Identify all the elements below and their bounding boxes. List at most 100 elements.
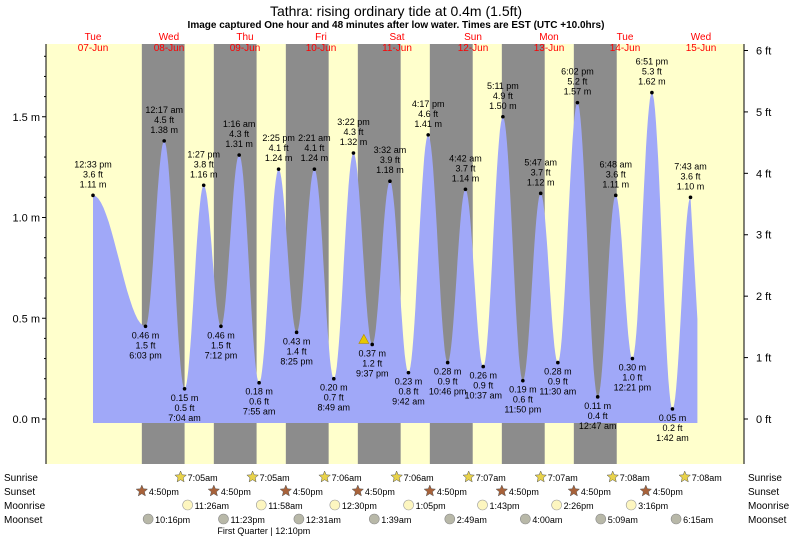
tide-extreme-point: [388, 179, 392, 184]
tide-m-label: 1.50 m: [489, 101, 517, 111]
tide-extreme-point: [312, 167, 317, 171]
tide-m-label: 1.38 m: [150, 125, 178, 135]
day-date-label: 11-Jun: [382, 43, 412, 54]
tide-extreme-point: [332, 376, 336, 381]
tide-m-label: 0.15 m: [171, 393, 199, 403]
moonset-time: 2:49am: [457, 515, 487, 525]
moonset-time: 4:00am: [532, 515, 562, 525]
day-date-label: 15-Jun: [686, 43, 717, 54]
right-tick-label: 0 ft: [756, 414, 771, 426]
sunset-time: 4:50pm: [365, 487, 395, 497]
right-tick-label: 3 ft: [756, 230, 771, 242]
sunset-time: 4:50pm: [581, 487, 611, 497]
row-label-left-sunset: Sunset: [4, 487, 35, 498]
sunrise-time: 7:05am: [260, 473, 290, 483]
tide-ft-label: 4.1 ft: [269, 143, 290, 153]
tide-ft-label: 4.1 ft: [304, 143, 325, 153]
tide-time-label: 8:25 pm: [280, 356, 313, 366]
tide-extreme-point: [481, 364, 486, 369]
tide-extreme-point: [630, 356, 635, 361]
moonrise-icon: [403, 499, 414, 511]
tide-extreme-point: [688, 195, 693, 200]
day-name-label: Tue: [85, 32, 102, 43]
tide-time-label: 11:50 pm: [504, 405, 541, 415]
day-name-label: Tue: [617, 32, 634, 43]
tide-time-label: 10:46 pm: [429, 387, 467, 397]
tide-m-label: 1.18 m: [376, 165, 404, 175]
tide-extreme-point: [595, 395, 600, 399]
sunrise-icon: [462, 470, 476, 483]
tide-m-label: 0.43 m: [283, 336, 311, 346]
tide-extreme-point: [406, 370, 411, 375]
tide-time-label: 6:03 pm: [129, 350, 162, 360]
right-tick-label: 6 ft: [756, 45, 771, 57]
tide-extreme-point: [143, 324, 148, 329]
moonset-time: 10:16pm: [155, 515, 190, 525]
tide-time-label: 1:16 am: [223, 119, 256, 129]
sunrise-icon: [174, 470, 187, 483]
tide-m-label: 0.46 m: [132, 330, 160, 340]
tide-time-label: 12:17 am: [145, 105, 183, 115]
moonrise-time: 1:43pm: [490, 501, 520, 511]
moonset-time: 12:31am: [306, 515, 341, 525]
chart-title: Tathra: rising ordinary tide at 0.4m (1.…: [270, 3, 522, 19]
tide-extreme-point: [257, 380, 261, 385]
right-tick-label: 5 ft: [756, 107, 771, 119]
tide-ft-label: 3.7 ft: [531, 167, 552, 177]
tide-annotations: 12:33 pm3.6 ft1.11 m0.46 m1.5 ft6:03 pm1…: [74, 57, 707, 443]
tide-area: [93, 92, 698, 423]
moonset-icon: [520, 513, 531, 525]
left-tick-label: 0.0 m: [12, 414, 40, 426]
day-date-label: 08-Jun: [154, 43, 185, 54]
sunrise-icon: [390, 470, 404, 483]
tide-ft-label: 1.2 ft: [362, 358, 383, 368]
sunset-icon: [423, 484, 437, 497]
sun-moon-rows: Sunrise Sunrise Sunset Sunset Moonrise Moonri…: [4, 470, 790, 536]
chart-subtitle: Image captured One hour and 48 minutes a…: [188, 20, 605, 31]
row-label-left-moonset: Moonset: [4, 515, 43, 526]
tide-time-label: 6:51 pm: [636, 57, 669, 67]
tide-extreme-point: [162, 139, 166, 143]
sunrise-time: 7:06am: [332, 473, 362, 483]
sunset-icon: [495, 484, 509, 497]
sunset-icon: [207, 484, 221, 497]
tide-m-label: 1.24 m: [265, 153, 293, 163]
tide-extreme-point: [670, 407, 675, 411]
tide-time-label: 7:04 am: [168, 413, 201, 423]
row-label-right-sunset: Sunset: [748, 487, 779, 498]
tide-time-label: 11:30 am: [539, 387, 576, 397]
tide-ft-label: 0.5 ft: [175, 403, 196, 413]
day-name-label: Fri: [315, 32, 327, 43]
tide-time-label: 7:55 am: [243, 407, 276, 417]
tide-extreme-point: [575, 100, 580, 105]
tide-extreme-point: [538, 191, 543, 196]
tide-m-label: 0.28 m: [434, 367, 462, 377]
tide-extreme-point: [426, 133, 430, 137]
first-quarter-label: First Quarter | 12:10pm: [217, 526, 310, 536]
tide-extreme-point: [201, 183, 206, 188]
tide-ft-label: 1.4 ft: [287, 346, 308, 356]
sunset-icon: [639, 484, 653, 497]
tide-m-label: 0.11 m: [584, 401, 611, 411]
tide-m-label: 1.12 m: [527, 177, 555, 187]
sunrise-time: 7:08am: [692, 473, 722, 483]
sunrise-time: 7:07am: [548, 473, 578, 483]
tide-ft-label: 5.3 ft: [642, 67, 663, 77]
tide-extreme-point: [501, 114, 505, 119]
day-date-label: 12-Jun: [458, 43, 489, 54]
sunset-time: 4:50pm: [221, 487, 251, 497]
tide-time-label: 2:25 pm: [262, 133, 295, 143]
moonrise-icon: [625, 499, 637, 511]
tide-ft-label: 3.6 ft: [681, 171, 702, 181]
tide-ft-label: 0.4 ft: [588, 411, 609, 421]
tide-m-label: 0.30 m: [619, 363, 647, 373]
sunrise-time: 7:05am: [188, 473, 218, 483]
tide-ft-label: 0.2 ft: [662, 423, 683, 433]
day-name-label: Sun: [464, 32, 482, 43]
moonrise-time: 1:05pm: [416, 501, 446, 511]
left-tick-label: 1.5 m: [12, 112, 40, 124]
tide-extreme-point: [370, 342, 375, 347]
tide-time-label: 5:47 am: [524, 157, 557, 167]
moonset-time: 5:09am: [608, 515, 638, 525]
moonrise-icon: [329, 499, 341, 511]
